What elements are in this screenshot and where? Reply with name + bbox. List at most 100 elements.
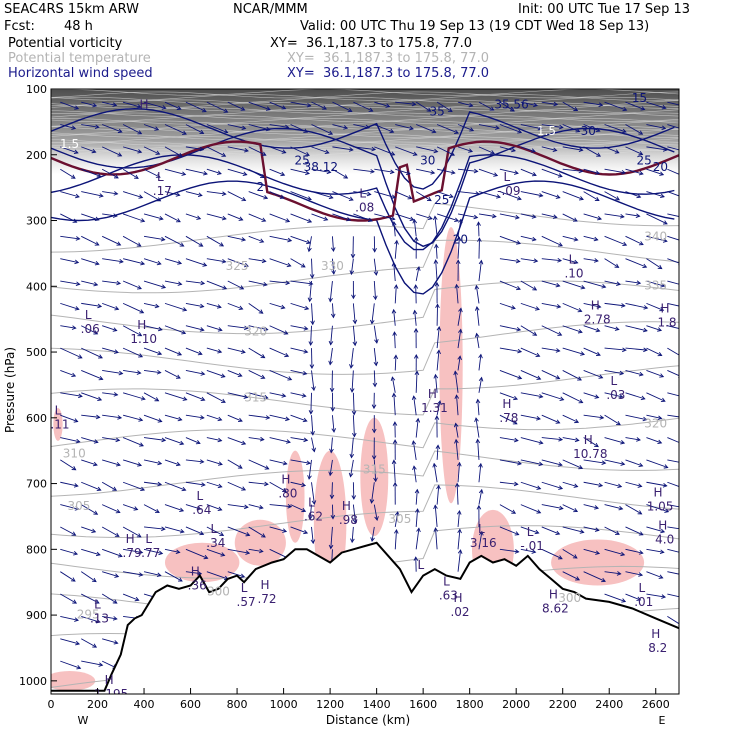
wind-vector-head — [658, 574, 664, 579]
wind-vector — [143, 504, 160, 513]
wind-vector — [269, 124, 289, 128]
wind-vector — [143, 414, 162, 423]
wind-vector — [206, 280, 227, 290]
wind-vector — [227, 437, 246, 445]
wind-vector — [332, 101, 352, 112]
wind-vector — [499, 459, 522, 465]
wind-vector — [541, 168, 563, 177]
wind-vector-head — [409, 125, 414, 131]
wind-vector — [457, 168, 478, 172]
wind-vector-head — [637, 510, 643, 515]
wind-vector-head — [514, 531, 520, 536]
wind-vector-head — [385, 103, 391, 108]
wind-vector — [248, 146, 266, 156]
wind-vector — [583, 258, 599, 262]
wind-vector — [185, 235, 203, 247]
wind-vector — [454, 371, 459, 393]
wind-vector — [541, 347, 560, 352]
wind-vector-head — [239, 285, 245, 290]
wind-vector-head — [615, 530, 620, 535]
wind-vector-head — [596, 152, 602, 157]
wind-vector — [415, 489, 418, 505]
wind-speed-label: 2 — [257, 180, 265, 194]
wind-vector-head — [536, 509, 542, 514]
wind-vector — [269, 235, 292, 242]
wind-vector-head — [328, 471, 333, 477]
wind-vector-head — [433, 504, 438, 510]
wind-vector — [143, 101, 166, 109]
x-tick-label: 600 — [180, 698, 201, 711]
wind-vector-head — [263, 195, 269, 200]
wind-vector-head — [367, 217, 373, 223]
wind-vector-head — [682, 149, 686, 153]
wind-vector-head — [473, 214, 479, 220]
y-tick-label: 800 — [26, 543, 47, 556]
y-tick-label: 500 — [26, 346, 47, 359]
wind-vector — [499, 235, 521, 245]
wind-vector — [478, 354, 482, 371]
wind-vector — [206, 302, 222, 308]
wind-vector — [520, 370, 541, 380]
wind-vector-head — [573, 237, 579, 242]
wind-vector — [667, 146, 679, 151]
wind-vector-head — [660, 283, 666, 288]
wind-vector-head — [531, 236, 537, 242]
wind-vector-head — [555, 348, 561, 353]
wind-vector — [667, 593, 679, 598]
wind-vector — [81, 235, 99, 246]
wind-vector-head — [307, 475, 312, 480]
wind-vector — [227, 526, 250, 536]
theta-contour-305 — [51, 484, 679, 539]
wind-vector-head — [426, 196, 432, 202]
wind-vector — [456, 483, 459, 505]
wind-vector-head — [328, 340, 334, 346]
wind-vector-head — [282, 460, 288, 466]
wind-vector — [332, 213, 351, 221]
wind-vector-head — [371, 404, 377, 410]
wind-vector — [269, 302, 285, 309]
wind-vector-head — [264, 481, 269, 487]
wind-vector — [604, 258, 619, 268]
wind-vector-head — [426, 107, 432, 112]
wind-vector-head — [369, 499, 375, 504]
wind-vector — [329, 459, 333, 476]
wind-vector — [122, 437, 144, 447]
wind-vector — [352, 504, 356, 524]
wind-vector-head — [157, 418, 163, 423]
wind-vector — [331, 415, 335, 433]
wind-vector-head — [221, 258, 227, 264]
wind-vector-head — [133, 506, 139, 511]
wind-vector-head — [263, 326, 269, 332]
pv-stratosphere-line — [51, 136, 679, 143]
wind-vector — [227, 101, 245, 111]
pv-stratosphere-line — [51, 107, 679, 115]
wind-vector — [457, 462, 461, 483]
wind-vector-head — [237, 372, 243, 377]
extremum-marker: L — [210, 522, 217, 536]
extremum-marker: H — [137, 318, 146, 332]
wind-vector-head — [221, 398, 226, 403]
wind-vector-head — [117, 128, 123, 134]
wind-vector-head — [136, 104, 142, 109]
wind-vector — [391, 377, 396, 393]
wind-vector-head — [598, 482, 604, 488]
wind-vector — [185, 258, 207, 267]
wind-vector — [60, 526, 76, 536]
wind-vector-head — [372, 382, 378, 388]
wind-vector-head — [516, 326, 522, 332]
y-tick-label: 100 — [26, 83, 47, 96]
wind-vector-head — [264, 465, 270, 470]
wind-vector — [604, 437, 625, 444]
wind-vector — [541, 191, 560, 199]
wind-vector — [478, 260, 482, 282]
wind-vector-head — [659, 373, 665, 378]
wind-vector-head — [432, 215, 438, 221]
wind-vector — [478, 101, 494, 111]
wind-vector-head — [454, 438, 459, 444]
wind-vector-head — [476, 221, 481, 226]
wind-vector — [541, 325, 562, 336]
wind-vector-head — [330, 313, 336, 319]
wind-vector — [625, 459, 643, 467]
wind-vector-head — [393, 354, 399, 360]
wind-vector — [646, 392, 666, 402]
